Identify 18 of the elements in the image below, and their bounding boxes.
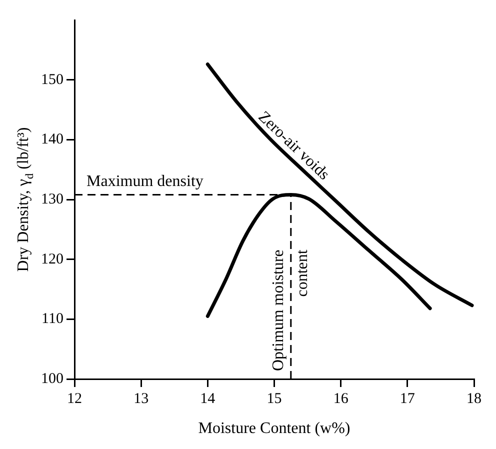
x-tick-label: 14 <box>200 390 216 407</box>
y-tick-label: 100 <box>41 370 64 387</box>
x-tick-label: 16 <box>333 390 349 407</box>
x-tick-label: 18 <box>466 390 482 407</box>
y-tick-label: 140 <box>41 132 64 148</box>
ref-line-label: Optimum moisture content <box>270 249 312 371</box>
x-tick-label: 12 <box>67 390 82 407</box>
line-series <box>206 62 474 308</box>
y-axis-title: Dry Density, γd (lb/ft³) <box>15 127 36 272</box>
y-tick-label: 150 <box>41 72 64 88</box>
x-tick-label: 17 <box>400 390 416 407</box>
x-tick-label: 15 <box>266 390 282 407</box>
x-tick-label: 13 <box>134 390 149 407</box>
y-tick-label: 110 <box>42 311 64 328</box>
y-tick-label: 120 <box>41 251 64 268</box>
ref-line-label: Maximum density <box>86 172 204 190</box>
y-tick-label: 130 <box>41 191 64 208</box>
x-axis-title: Moisture Content (w%) <box>198 420 350 437</box>
